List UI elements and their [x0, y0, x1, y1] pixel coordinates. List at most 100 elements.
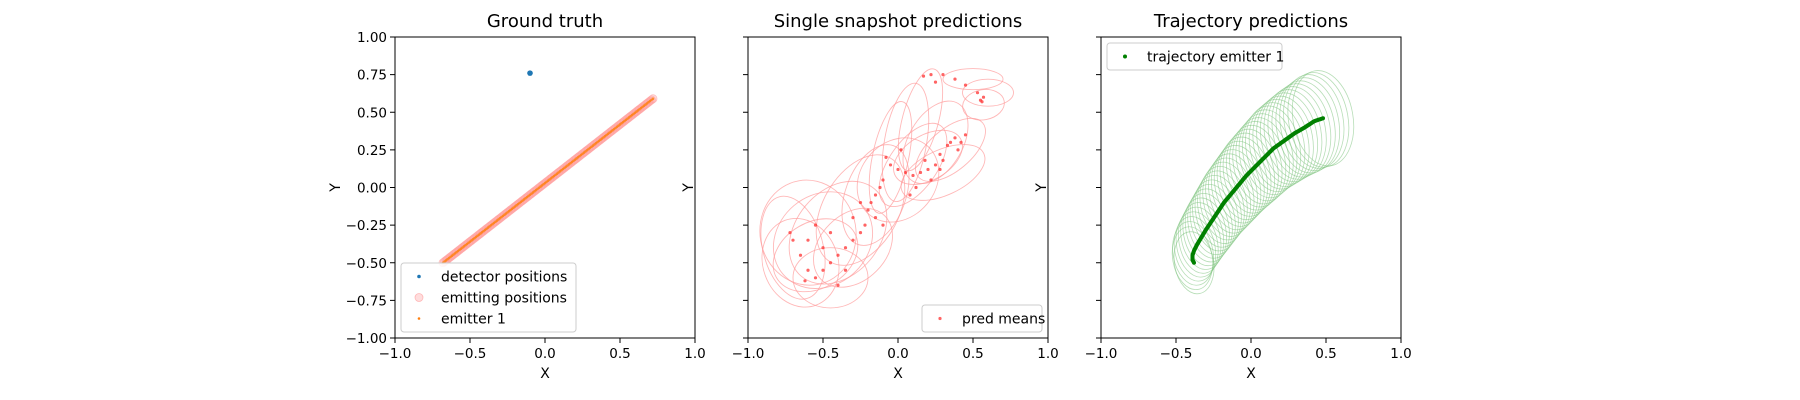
pred-mean-point: [866, 208, 870, 212]
pred-mean-point: [791, 238, 795, 242]
plot-area: [1171, 70, 1355, 295]
pred-mean-point: [929, 178, 933, 182]
prediction-ellipse: [761, 217, 840, 308]
pred-mean-point: [975, 91, 980, 95]
pred-mean-point: [903, 170, 908, 175]
x-tick-label: 0.0: [887, 346, 908, 362]
legend: pred means: [921, 304, 1045, 333]
trajectory-ellipse: [1175, 211, 1219, 278]
pred-mean-point: [836, 283, 840, 287]
x-axis-label: X: [1246, 366, 1256, 382]
y-tick-label: 1.00: [357, 30, 387, 46]
prediction-ellipse: [772, 191, 874, 289]
legend-marker: [414, 293, 424, 302]
x-tick-label: 1.0: [1390, 346, 1411, 362]
x-tick-label: 0.5: [609, 346, 630, 362]
prediction-ellipse: [900, 144, 986, 201]
trajectory-ellipse: [1180, 202, 1225, 270]
prediction-ellipse: [962, 89, 1005, 121]
y-axis-label: Y: [1034, 183, 1050, 193]
pred-mean-point: [851, 238, 855, 242]
pred-mean-point: [941, 158, 945, 163]
pred-mean-point: [908, 193, 912, 197]
legend-entry-label: emitting positions: [441, 291, 567, 307]
pred-mean-point: [836, 253, 840, 257]
pred-mean-point: [938, 152, 942, 156]
chart-title: Trajectory predictions: [1153, 11, 1348, 32]
chart-title: Ground truth: [487, 11, 603, 32]
pred-mean-point: [956, 148, 960, 152]
pred-mean-point: [933, 80, 938, 84]
pred-mean-point: [959, 140, 963, 144]
pred-mean-point: [851, 216, 855, 220]
legend-entry-label: detector positions: [441, 270, 567, 286]
chart-panel-trajectory: Trajectory predictions X Y −1.0 −0.5 0.0 0.…: [1034, 11, 1412, 382]
prediction-ellipse: [881, 82, 930, 203]
prediction-ellipse: [760, 195, 826, 300]
y-tick-label: −0.50: [346, 256, 387, 272]
pred-mean-point: [941, 73, 945, 77]
trajectory-ellipse: [1187, 188, 1233, 259]
pred-mean-point: [858, 231, 863, 235]
pred-mean-point: [821, 246, 825, 250]
pred-mean-point: [888, 163, 893, 167]
pred-mean-point: [914, 185, 918, 190]
legend-frame: [921, 304, 1043, 333]
x-tick-label: 0.0: [1240, 346, 1261, 362]
pred-mean-point: [813, 276, 818, 280]
x-tick-label: −0.5: [454, 346, 487, 362]
legend-frame: [400, 262, 577, 333]
plot-area: [438, 70, 658, 268]
detector-position-marker: [527, 70, 533, 76]
trajectory-ellipse: [1208, 153, 1258, 231]
pred-mean-point: [899, 148, 903, 152]
x-tick-label: −1.0: [379, 346, 412, 362]
legend-marker: [938, 316, 942, 321]
y-tick-label: 0.25: [357, 143, 387, 159]
pred-mean-point: [980, 100, 984, 104]
pred-mean-point: [933, 163, 938, 167]
prediction-ellipse: [772, 218, 859, 293]
x-tick-label: −1.0: [1085, 346, 1118, 362]
trajectory-ellipse: [1213, 145, 1265, 224]
x-tick-label: 0.5: [962, 346, 983, 362]
trajectory-ellipse: [1241, 109, 1298, 196]
trajectory-ellipse: [1173, 231, 1215, 295]
plot-area: [759, 68, 1014, 309]
y-tick-label: −0.25: [346, 218, 387, 234]
trajectory-ellipse: [1238, 113, 1294, 199]
emitter-point: [651, 97, 655, 101]
prediction-ellipse: [868, 101, 913, 214]
pred-mean-point: [953, 77, 957, 81]
legend-entry-label: pred means: [962, 312, 1045, 328]
prediction-ellipse: [893, 129, 963, 185]
pred-mean-point: [821, 268, 825, 272]
pred-mean-point: [788, 231, 792, 235]
pred-mean-point: [921, 74, 926, 78]
trajectory-ellipse: [1267, 86, 1327, 178]
trajectory-ellipse: [1182, 197, 1227, 267]
trajectory-ellipse: [1171, 226, 1214, 291]
trajectory-ellipse: [1259, 92, 1318, 183]
pred-mean-point: [806, 268, 810, 272]
x-tick-label: 1.0: [1037, 346, 1058, 362]
y-tick-label: 0.75: [357, 68, 387, 84]
pred-mean-point: [963, 133, 968, 137]
x-tick-label: −0.5: [1160, 346, 1193, 362]
trajectory-ellipse: [1263, 89, 1323, 180]
pred-mean-point: [929, 73, 933, 77]
y-tick-label: −1.00: [346, 331, 387, 347]
legend-frame: [1106, 42, 1283, 71]
pred-mean-point: [873, 216, 878, 220]
legend: trajectory emitter 1: [1106, 42, 1284, 71]
x-tick-label: −1.0: [732, 346, 765, 362]
pred-mean-point: [923, 158, 927, 163]
pred-mean-point: [981, 95, 986, 99]
trajectory-ellipse: [1275, 80, 1336, 174]
trajectory-ellipse: [1291, 70, 1355, 167]
x-axis-label: X: [893, 366, 903, 382]
y-axis-label: Y: [681, 183, 697, 193]
x-tick-label: 0.0: [534, 346, 555, 362]
legend: detector positions emitting positions emit…: [400, 262, 577, 333]
trajectory-ellipse: [1211, 149, 1262, 227]
